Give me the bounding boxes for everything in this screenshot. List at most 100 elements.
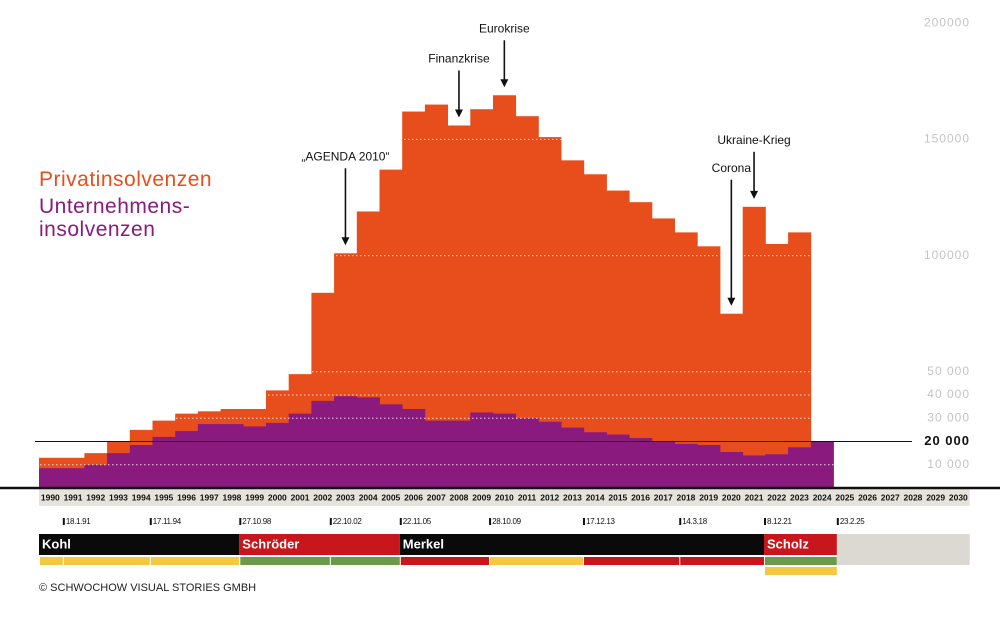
term-tick bbox=[399, 518, 402, 525]
bar bbox=[493, 95, 517, 489]
bar bbox=[266, 422, 290, 488]
chancellor-bar bbox=[399, 534, 765, 555]
y-tick-label: 50 000 bbox=[927, 364, 970, 378]
bar bbox=[470, 412, 494, 488]
x-tick-label: 1993 bbox=[109, 492, 128, 502]
x-tick-label: 2021 bbox=[745, 492, 764, 502]
bar bbox=[152, 436, 176, 488]
x-tick-label: 1996 bbox=[177, 492, 196, 502]
y-tick-label: 150000 bbox=[924, 132, 970, 146]
x-tick-label: 2028 bbox=[903, 492, 922, 502]
bar bbox=[583, 432, 607, 488]
y-tick-label: 100000 bbox=[924, 248, 970, 262]
x-tick-label: 2006 bbox=[404, 492, 423, 502]
term-tick bbox=[329, 518, 332, 525]
bar bbox=[84, 464, 108, 488]
chancellor-name: Schröder bbox=[242, 536, 299, 551]
coalition-bar bbox=[490, 557, 583, 565]
bar bbox=[720, 451, 744, 488]
term-tick bbox=[239, 518, 242, 525]
coalition-bar bbox=[240, 557, 330, 565]
x-tick-label: 2019 bbox=[699, 492, 718, 502]
chancellor-name: Scholz bbox=[767, 536, 809, 551]
bar bbox=[288, 413, 312, 488]
term-date: 17.12.13 bbox=[586, 517, 616, 526]
bar bbox=[561, 160, 585, 489]
annotation-arrowhead bbox=[341, 237, 350, 246]
y-tick-label: 20 000 bbox=[924, 433, 970, 448]
coalition-bar bbox=[765, 557, 837, 565]
x-tick-label: 2011 bbox=[518, 492, 537, 502]
bar bbox=[697, 246, 721, 488]
coalition-bar bbox=[40, 557, 63, 565]
bar bbox=[493, 413, 517, 488]
chancellor-bar bbox=[764, 534, 837, 555]
term-date: 18.1.91 bbox=[66, 517, 91, 526]
term-date: 22.10.02 bbox=[333, 517, 363, 526]
x-tick-label: 2008 bbox=[449, 492, 468, 502]
x-tick-label: 2012 bbox=[540, 492, 559, 502]
annotation-arrowhead bbox=[750, 190, 759, 199]
bar bbox=[39, 468, 63, 488]
term-tick bbox=[489, 518, 492, 525]
x-tick-label: 2010 bbox=[495, 492, 514, 502]
x-tick-label: 1990 bbox=[41, 492, 60, 502]
term-date: 22.11.05 bbox=[403, 517, 432, 526]
bar bbox=[765, 244, 789, 488]
chancellor-name: Merkel bbox=[403, 536, 444, 551]
bar bbox=[515, 418, 539, 488]
x-tick-label: 2022 bbox=[767, 492, 786, 502]
annotation-arrowhead bbox=[727, 297, 736, 306]
annotation: Corona bbox=[712, 161, 752, 175]
bar bbox=[334, 396, 358, 488]
bar bbox=[402, 111, 426, 489]
coalition-bar bbox=[400, 557, 490, 565]
annotation-arrowhead bbox=[500, 79, 509, 88]
x-tick-label: 2002 bbox=[313, 492, 332, 502]
x-tick-label: 1992 bbox=[86, 492, 105, 502]
x-tick-label: 2029 bbox=[926, 492, 945, 502]
annotation: Finanzkrise bbox=[428, 52, 490, 66]
chancellor-bar bbox=[239, 534, 400, 555]
bar bbox=[606, 434, 630, 488]
y-tick-label: 10 000 bbox=[927, 457, 970, 471]
chancellor-bar bbox=[39, 534, 240, 555]
x-tick-label: 2024 bbox=[813, 492, 832, 502]
bar bbox=[720, 313, 744, 488]
x-tick-label: 2004 bbox=[359, 492, 378, 502]
bar bbox=[538, 137, 562, 488]
bar bbox=[220, 424, 244, 488]
bar bbox=[629, 202, 653, 488]
term-tick bbox=[836, 518, 839, 525]
term-tick bbox=[149, 518, 152, 525]
annotation-arrowhead bbox=[454, 109, 463, 118]
bar bbox=[356, 397, 380, 488]
bar bbox=[424, 420, 448, 488]
term-tick bbox=[764, 518, 767, 525]
term-tick bbox=[679, 518, 682, 525]
bar bbox=[197, 424, 221, 488]
bar bbox=[765, 454, 789, 488]
x-tick-label: 2009 bbox=[472, 492, 491, 502]
x-tick-label: 2015 bbox=[608, 492, 627, 502]
annotation: Eurokrise bbox=[479, 21, 530, 35]
bar bbox=[742, 206, 766, 489]
bar bbox=[810, 441, 834, 488]
term-date: 14.3.18 bbox=[682, 517, 707, 526]
bar bbox=[470, 109, 494, 488]
x-axis-band bbox=[39, 488, 970, 506]
chancellor-name: Kohl bbox=[42, 536, 71, 551]
bar bbox=[447, 125, 471, 488]
bar bbox=[538, 421, 562, 488]
bar bbox=[311, 400, 335, 488]
x-tick-label: 2014 bbox=[586, 492, 605, 502]
bar bbox=[175, 431, 199, 488]
bar bbox=[788, 447, 812, 488]
bar bbox=[629, 438, 653, 488]
term-date: 17.11.94 bbox=[153, 517, 182, 526]
x-tick-label: 2027 bbox=[881, 492, 900, 502]
bar bbox=[697, 445, 721, 488]
copyright: © SCHWOCHOW VISUAL STORIES GMBH bbox=[39, 582, 256, 594]
bar bbox=[674, 232, 698, 488]
